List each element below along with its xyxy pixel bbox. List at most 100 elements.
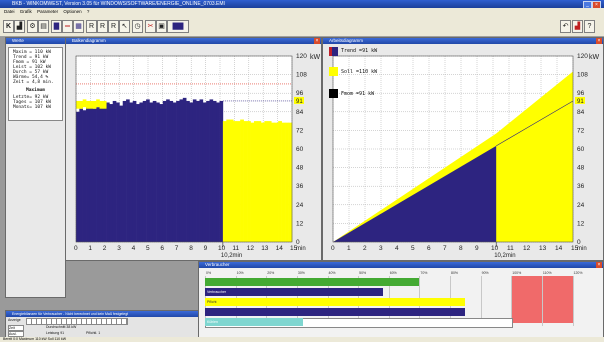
stat-leist: Leist = 102 kW	[13, 65, 51, 70]
bar-mark	[106, 102, 110, 242]
hbar-grid-line	[572, 276, 574, 326]
bar-mark	[96, 99, 100, 108]
stat-tages: Tages = 107 kW	[13, 100, 51, 105]
tool-chart2-icon[interactable]: ▟	[572, 20, 583, 33]
cum-x-tick-label: 13	[539, 245, 547, 252]
legend-trend-label: Trend =91 kW	[341, 48, 378, 54]
bar-mark	[236, 121, 241, 242]
tool-line-icon[interactable]: ═	[62, 20, 73, 33]
cumulative-legend: Trend =91 kW Soll =110 kW Fmom =91 kW	[329, 47, 429, 102]
bar-chart-marker-label: 91	[296, 99, 303, 105]
bar-mark	[79, 100, 84, 109]
stat-letzte: Letzte= 92 kW	[13, 95, 49, 100]
menu-parameter[interactable]: Parameter	[37, 9, 59, 14]
hbar-mark	[205, 318, 303, 326]
bar-mark	[179, 99, 184, 243]
menu-optionen[interactable]: Optionen	[63, 9, 82, 14]
cum-y-tick-label: 36	[577, 183, 585, 190]
hbar-tick-label: 30%	[297, 271, 305, 275]
bar-chart-close-icon[interactable]: ×	[314, 38, 320, 44]
bar-mark	[132, 100, 137, 242]
bar-mark	[86, 100, 90, 109]
bar-y-tick-label: 96	[296, 90, 304, 97]
menu-bar: Datei Grafik Parameter Optionen ?	[0, 8, 604, 15]
bar-chart-x-unit: min	[296, 246, 306, 252]
cum-x-tick-label: 12	[523, 245, 531, 252]
legend-soll-label: Soll =110 kW	[341, 69, 378, 75]
cum-y-tick-label: 0	[577, 239, 581, 246]
cum-trend-projection	[496, 100, 574, 147]
tool-r3-icon[interactable]: R	[108, 20, 119, 33]
tool-r2-icon[interactable]: R	[97, 20, 108, 33]
tool-settings-icon[interactable]: ⚙	[27, 20, 38, 33]
bar-x-tick-label: 8	[189, 245, 193, 252]
bar-mark	[281, 122, 286, 242]
tool-grid-icon[interactable]: ▦	[73, 20, 84, 33]
balance-cell-zeit[interactable]: Zeit	[8, 325, 24, 331]
bar-mark	[202, 102, 207, 242]
bar-mark	[267, 121, 272, 242]
bar-y-tick-label: 48	[296, 165, 304, 172]
bar-y-tick-label: 60	[296, 146, 304, 153]
status-text: Bereit 0:0 Maximum 110 kW Soll 110 kW	[3, 337, 67, 341]
hbar-mark	[205, 288, 383, 296]
window-title: BKB - WINKOMWEST, Version 3.05 für WINDO…	[12, 1, 225, 7]
tool-undo-icon[interactable]: ↶	[560, 20, 571, 33]
cum-y-tick-label: 84	[577, 109, 585, 116]
bar-mark	[82, 110, 87, 242]
cum-x-tick-label: 6	[427, 245, 431, 252]
bar-mark	[212, 100, 217, 242]
cum-plot-frame	[332, 55, 574, 243]
tool-chart-icon[interactable]: ▟	[14, 20, 25, 33]
menu-datei[interactable]: Datei	[4, 9, 15, 14]
hbar-label: Kühlen	[207, 320, 218, 324]
bar-x-tick-label: 15	[290, 245, 298, 252]
tool-bar-icon[interactable]: ▇	[51, 20, 62, 33]
cum-y-tick-label: 108	[577, 72, 588, 79]
tool-r1-icon[interactable]: R	[86, 20, 97, 33]
balance-cell-grid[interactable]	[26, 318, 128, 325]
tool-doc-icon[interactable]: ▤	[38, 20, 49, 33]
bar-marker-highlight	[294, 96, 304, 104]
tool-clock-icon[interactable]: ◷	[132, 20, 143, 33]
bar-mark	[216, 102, 220, 242]
bar-mark	[89, 100, 94, 109]
cum-x-tick-label: 8	[459, 245, 463, 252]
cumulative-chart-close-icon[interactable]: ×	[596, 38, 602, 44]
cum-y-tick-label: 12	[577, 220, 585, 227]
cum-y-tick-label: 48	[577, 165, 585, 172]
hbar-tick-label: 110%	[542, 271, 552, 275]
bar-x-tick-label: 4	[132, 245, 136, 252]
tool-help-icon[interactable]: ?	[584, 20, 595, 33]
bar-mark	[260, 122, 265, 242]
bar-mark	[274, 122, 279, 242]
cum-x-tick-label: 14	[555, 245, 563, 252]
balance-cell-ausl[interactable]: Ausl.	[8, 331, 24, 337]
cum-x-tick-label: 2	[363, 245, 367, 252]
hbar-tick-label: 100%	[512, 271, 522, 275]
menu-help[interactable]: ?	[86, 9, 90, 14]
stat-monats: Monats= 107 kW	[13, 105, 51, 110]
bar-mark	[79, 108, 83, 242]
tool-k-icon[interactable]: K	[3, 20, 14, 33]
title-bar: BKB - WINKOMWEST, Version 3.05 für WINDO…	[0, 0, 604, 9]
consumer-chart: 0% 10% 20% 30% 40% 50% 60% 70% 80% 90% 100% 110% 120…	[205, 268, 597, 335]
bar-mark	[176, 100, 180, 242]
menu-grafik[interactable]: Grafik	[19, 9, 32, 14]
hbar-grid-line	[541, 276, 543, 326]
bar-x-tick-label: 12	[247, 245, 255, 252]
bar-y-tick-label: 0	[296, 239, 300, 246]
tool-pointer-icon[interactable]: ↖	[119, 20, 130, 33]
tool-monitor-icon[interactable]: ▇▇	[167, 20, 189, 33]
bar-mark	[222, 121, 227, 242]
bar-mark	[99, 100, 104, 109]
consumer-window-close-icon[interactable]: ×	[596, 262, 602, 268]
tool-window-icon[interactable]: ▣	[156, 20, 167, 33]
bar-mark	[109, 104, 114, 242]
tool-scissors-icon[interactable]: ✂	[145, 20, 156, 33]
bar-plot-frame	[75, 55, 293, 243]
bar-mark	[116, 102, 120, 242]
